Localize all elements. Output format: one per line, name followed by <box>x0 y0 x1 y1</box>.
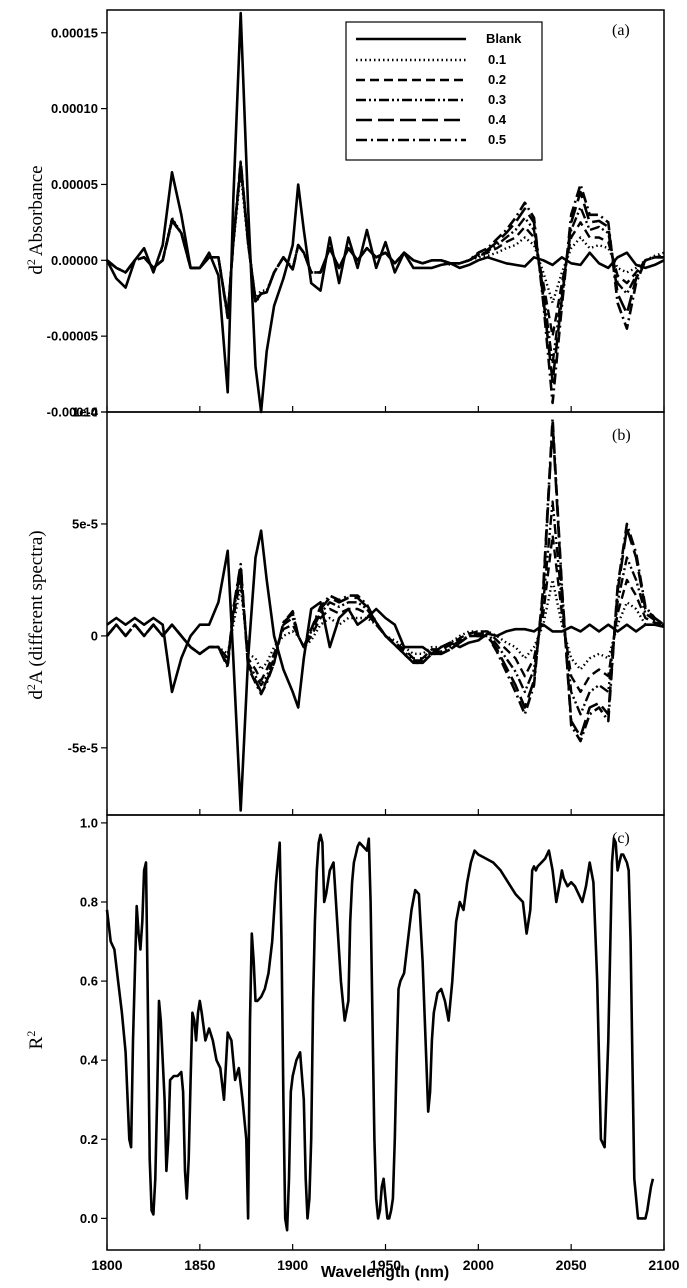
series-line-blank <box>106 529 665 812</box>
series-line-0-5 <box>106 160 664 405</box>
y-tick-label: -0.00005 <box>47 329 98 344</box>
y-tick-label: 0.6 <box>80 974 98 989</box>
panel-label-b: (b) <box>612 427 631 444</box>
legend-label: 0.5 <box>488 132 506 147</box>
legend-label: 0.3 <box>488 92 506 107</box>
x-tick-label: 2050 <box>556 1257 587 1273</box>
x-tick-label: 1850 <box>184 1257 215 1273</box>
y-tick-label: 1.0 <box>80 815 98 830</box>
legend-label: 0.2 <box>488 72 506 87</box>
y-axis-title-b-prefix: d <box>26 690 47 700</box>
legend-items: Blank 0.1 0.2 0.3 0.4 0.5 <box>356 31 522 147</box>
x-axis-title: Wavelength (nm) <box>321 1264 449 1281</box>
y-tick-label: 0.2 <box>80 1132 98 1147</box>
x-tick-label: 2000 <box>463 1257 494 1273</box>
y-tick-label: 0.8 <box>80 895 98 910</box>
y-tick-label: 0 <box>91 628 98 643</box>
panel-label-a: (a) <box>612 22 630 39</box>
y-tick-label: 5e-5 <box>72 516 98 531</box>
series-line-r2 <box>105 833 655 1232</box>
legend-label: 0.4 <box>488 112 507 127</box>
y-axis-title-a-text: Absorbance <box>26 165 47 256</box>
x-tick-label: 1900 <box>277 1257 308 1273</box>
plot-frame <box>106 814 665 1251</box>
y-tick-label: -0.00010 <box>47 405 98 420</box>
y-tick-label: 0.00015 <box>51 25 98 40</box>
y-tick-label: -5e-5 <box>68 740 98 755</box>
y-tick-label: 0.4 <box>80 1053 99 1068</box>
legend: Blank 0.1 0.2 0.3 0.4 0.5 <box>345 21 543 161</box>
y-axis-title-b: d2A (different spectra) <box>24 530 47 699</box>
series-line-0-4 <box>106 161 664 383</box>
legend-label: Blank <box>486 31 522 46</box>
y-tick-label: 0.00005 <box>51 177 98 192</box>
series-line-0-3 <box>106 500 665 716</box>
y-axis-title-a: d2 Absorbance <box>24 165 47 274</box>
y-axis-title-a-prefix: d <box>26 265 47 275</box>
y-axis-title-c-sup: 2 <box>24 1031 38 1037</box>
y-axis-title-b-text: A (different spectra) <box>26 530 47 684</box>
legend-label: 0.1 <box>488 52 506 67</box>
y-tick-label: 1e-4 <box>72 405 99 420</box>
legend-box <box>345 21 543 161</box>
y-axis-title-c-text: R <box>26 1036 47 1049</box>
y-tick-label: 0.0 <box>80 1211 98 1226</box>
panel-label-c: (c) <box>612 830 630 847</box>
x-tick-label: 1950 <box>370 1257 401 1273</box>
x-tick-label: 1800 <box>91 1257 122 1273</box>
panel-b: -5e-5 0 5e-5 1e-4 <box>68 405 665 816</box>
y-axis-title-a-sup: 2 <box>24 259 38 265</box>
plot-frame <box>106 411 665 816</box>
panel-c: 0.0 0.2 0.4 0.6 0.8 1.0 1800 1850 1900 1950 2000 20… <box>80 814 680 1273</box>
panel-a: -0.00010 -0.00005 0.00000 0.00005 0.00010 0.0… <box>47 9 665 420</box>
series-line-0-1 <box>106 578 664 671</box>
y-axis-title-c: R2 <box>24 1031 47 1050</box>
y-axis-title-b-sup: 2 <box>24 684 38 690</box>
x-tick-label: 2100 <box>648 1257 679 1273</box>
y-tick-label: 0.00000 <box>51 253 98 268</box>
y-tick-label: 0.00010 <box>51 101 98 116</box>
